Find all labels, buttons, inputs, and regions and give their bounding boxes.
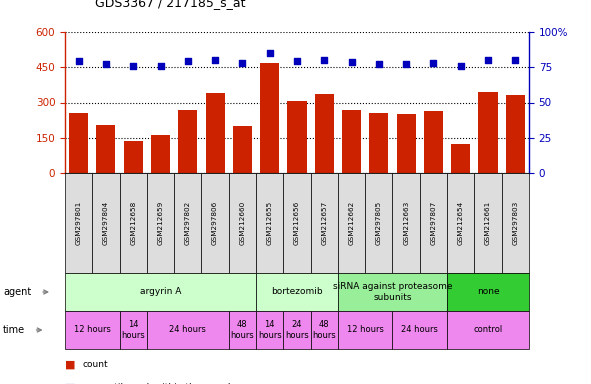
Text: siRNA against proteasome
subunits: siRNA against proteasome subunits bbox=[333, 282, 452, 302]
Text: percentile rank within the sample: percentile rank within the sample bbox=[83, 383, 236, 384]
Text: 24
hours: 24 hours bbox=[285, 320, 309, 340]
Text: 14
hours: 14 hours bbox=[258, 320, 281, 340]
Bar bbox=[397, 114, 415, 173]
Point bbox=[428, 60, 438, 66]
Text: 48
hours: 48 hours bbox=[313, 320, 336, 340]
Text: GSM297805: GSM297805 bbox=[376, 201, 382, 245]
Text: GSM297807: GSM297807 bbox=[430, 201, 436, 245]
Point bbox=[74, 58, 83, 65]
Text: GSM297804: GSM297804 bbox=[103, 201, 109, 245]
Point bbox=[320, 57, 329, 63]
Point bbox=[456, 63, 466, 69]
Text: 14
hours: 14 hours bbox=[121, 320, 145, 340]
Point bbox=[401, 61, 411, 67]
Text: none: none bbox=[477, 288, 499, 296]
Bar bbox=[424, 111, 443, 173]
Bar bbox=[151, 136, 170, 173]
Text: 24 hours: 24 hours bbox=[401, 326, 438, 334]
Bar bbox=[479, 92, 498, 173]
Text: argyrin A: argyrin A bbox=[140, 288, 181, 296]
Bar bbox=[342, 109, 361, 173]
Text: bortezomib: bortezomib bbox=[271, 288, 323, 296]
Bar bbox=[315, 94, 334, 173]
Text: GSM212659: GSM212659 bbox=[158, 201, 164, 245]
Text: GSM212654: GSM212654 bbox=[457, 201, 464, 245]
Point bbox=[210, 57, 220, 63]
Text: GSM212656: GSM212656 bbox=[294, 201, 300, 245]
Bar bbox=[233, 126, 252, 173]
Point bbox=[183, 58, 193, 64]
Point bbox=[347, 59, 356, 65]
Text: agent: agent bbox=[3, 287, 31, 297]
Point bbox=[265, 50, 274, 56]
Point bbox=[374, 61, 384, 67]
Text: GSM297802: GSM297802 bbox=[185, 201, 191, 245]
Text: 48
hours: 48 hours bbox=[230, 320, 254, 340]
Point bbox=[156, 63, 165, 69]
Point bbox=[101, 61, 111, 67]
Text: GSM212658: GSM212658 bbox=[130, 201, 137, 245]
Text: control: control bbox=[473, 326, 502, 334]
Text: 24 hours: 24 hours bbox=[170, 326, 206, 334]
Bar bbox=[260, 63, 279, 173]
Text: GSM212663: GSM212663 bbox=[403, 201, 409, 245]
Text: count: count bbox=[83, 360, 108, 369]
Bar bbox=[451, 144, 470, 173]
Text: ■: ■ bbox=[65, 359, 76, 369]
Point bbox=[238, 60, 247, 66]
Text: GSM212657: GSM212657 bbox=[322, 201, 327, 245]
Bar bbox=[369, 113, 388, 173]
Point bbox=[511, 57, 520, 63]
Bar bbox=[96, 125, 115, 173]
Text: GDS3367 / 217185_s_at: GDS3367 / 217185_s_at bbox=[95, 0, 245, 9]
Point bbox=[483, 57, 493, 63]
Bar bbox=[506, 96, 525, 173]
Text: 12 hours: 12 hours bbox=[347, 326, 384, 334]
Text: GSM212662: GSM212662 bbox=[349, 201, 355, 245]
Text: GSM212655: GSM212655 bbox=[267, 201, 272, 245]
Bar bbox=[124, 141, 143, 173]
Point bbox=[128, 63, 138, 69]
Text: GSM297806: GSM297806 bbox=[212, 201, 218, 245]
Text: time: time bbox=[3, 325, 25, 335]
Text: GSM297801: GSM297801 bbox=[76, 201, 82, 245]
Bar bbox=[69, 113, 88, 173]
Text: 12 hours: 12 hours bbox=[74, 326, 111, 334]
Text: GSM212661: GSM212661 bbox=[485, 201, 491, 245]
Bar bbox=[287, 101, 307, 173]
Text: GSM212660: GSM212660 bbox=[239, 201, 245, 245]
Bar bbox=[206, 93, 225, 173]
Text: ■: ■ bbox=[65, 382, 76, 384]
Bar bbox=[178, 109, 197, 173]
Text: GSM297803: GSM297803 bbox=[512, 201, 518, 245]
Point bbox=[293, 58, 302, 65]
